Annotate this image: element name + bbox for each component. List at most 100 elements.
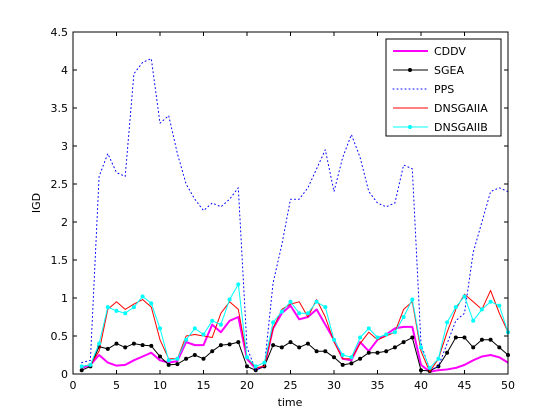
data-point-dnsgaiib: [245, 355, 249, 360]
data-point-dnsgaiib: [305, 311, 310, 316]
x-tick-label: 25: [284, 379, 298, 392]
y-tick-label: 2.5: [51, 178, 69, 191]
data-point-sgea: [105, 346, 110, 351]
data-point-sgea: [236, 340, 241, 345]
data-point-sgea: [445, 350, 450, 355]
data-point-sgea: [184, 356, 189, 361]
data-point-sgea: [305, 341, 310, 346]
data-point-sgea: [479, 337, 484, 342]
series-line-dnsgaiib: [81, 283, 509, 369]
data-point-dnsgaiib: [349, 355, 354, 360]
data-point-dnsgaiib: [401, 315, 406, 319]
x-tick-label: 45: [458, 379, 472, 392]
data-point-dnsgaiib: [323, 305, 328, 310]
x-tick-label: 50: [501, 379, 515, 392]
data-point-sgea: [453, 335, 458, 340]
data-point-sgea: [210, 349, 215, 354]
legend: CDDV SGEA PPS DNSGAIIA DNSGAIIB: [385, 38, 502, 137]
x-tick-label: 0: [70, 379, 77, 392]
y-axis-label: IGD: [30, 193, 43, 213]
data-point-dnsgaiib: [227, 297, 232, 302]
data-point-sgea: [227, 342, 232, 347]
data-point-dnsgaiib: [297, 311, 302, 316]
x-tick-label: 15: [197, 379, 211, 392]
data-point-sgea: [279, 345, 284, 350]
data-point-sgea: [488, 337, 493, 342]
legend-label-dnsgaiib: DNSGAIIB: [434, 121, 488, 134]
data-point-dnsgaiib: [471, 318, 476, 323]
data-point-dnsgaiib: [253, 364, 258, 369]
data-point-dnsgaiib: [375, 335, 380, 340]
y-tick-label: 1.5: [51, 254, 69, 267]
data-point-dnsgaiib: [288, 299, 293, 304]
data-point-sgea: [392, 345, 397, 350]
data-point-dnsgaiib: [392, 330, 397, 335]
data-point-dnsgaiib: [453, 305, 458, 310]
data-point-dnsgaiib: [314, 299, 319, 304]
legend-marker-sgea: [408, 68, 412, 72]
x-axis-label: time: [278, 396, 303, 409]
data-point-dnsgaiib: [410, 297, 415, 302]
data-point-dnsgaiib: [358, 335, 363, 340]
data-point-sgea: [271, 343, 276, 348]
data-point-dnsgaiib: [97, 341, 102, 346]
legend-box: [385, 38, 502, 137]
x-tick-label: 20: [240, 379, 254, 392]
y-tick-label: 1: [61, 292, 68, 305]
data-point-dnsgaiib: [210, 318, 215, 323]
data-point-dnsgaiib: [236, 282, 241, 287]
series-cddv: [81, 304, 509, 373]
y-tick-label: 4.5: [51, 26, 69, 39]
data-point-dnsgaiib: [201, 332, 206, 337]
data-point-dnsgaiib: [192, 326, 197, 331]
data-point-dnsgaiib: [427, 365, 432, 370]
data-point-sgea: [349, 361, 354, 366]
x-tick-label: 10: [153, 379, 167, 392]
data-point-dnsgaiib: [436, 356, 441, 361]
data-point-sgea: [323, 349, 328, 354]
data-point-sgea: [375, 350, 380, 355]
data-point-dnsgaiib: [79, 364, 84, 369]
data-point-dnsgaiib: [271, 320, 276, 325]
data-point-sgea: [410, 335, 415, 340]
legend-label-dnsgaiia: DNSGAIIA: [434, 102, 488, 115]
y-tick-label: 3.5: [51, 102, 69, 115]
legend-label-sgea: SGEA: [434, 64, 464, 77]
data-point-dnsgaiib: [479, 307, 484, 312]
data-point-dnsgaiib: [419, 345, 423, 350]
data-point-sgea: [175, 362, 180, 367]
data-point-dnsgaiib: [184, 337, 189, 342]
data-point-sgea: [166, 362, 171, 367]
data-point-sgea: [462, 335, 467, 340]
data-point-dnsgaiib: [218, 322, 223, 327]
data-point-sgea: [297, 345, 302, 350]
data-point-sgea: [201, 356, 206, 361]
data-point-sgea: [288, 340, 293, 345]
data-point-dnsgaiib: [332, 337, 336, 342]
data-point-sgea: [192, 353, 197, 357]
data-point-dnsgaiib: [384, 332, 389, 337]
data-point-sgea: [149, 343, 154, 348]
data-point-dnsgaiib: [462, 294, 467, 299]
data-point-dnsgaiib: [340, 353, 345, 357]
data-point-sgea: [401, 340, 406, 345]
legend-label-pps: PPS: [434, 83, 454, 96]
data-point-dnsgaiib: [445, 320, 450, 325]
data-point-sgea: [245, 364, 249, 369]
data-point-dnsgaiib: [175, 356, 180, 361]
data-point-dnsgaiib: [88, 362, 93, 367]
data-point-sgea: [332, 355, 336, 360]
series-pps: [81, 58, 509, 371]
data-point-dnsgaiib: [488, 299, 493, 304]
y-tick-label: 2: [61, 216, 68, 229]
data-point-dnsgaiib: [140, 294, 145, 299]
data-point-sgea: [114, 341, 119, 346]
series-layer: [79, 58, 510, 373]
legend-marker-dnsgaiib: [408, 125, 412, 129]
x-tick-label: 30: [327, 379, 341, 392]
series-line-pps: [81, 58, 509, 371]
y-tick-label: 0: [61, 368, 68, 381]
data-point-dnsgaiib: [262, 360, 267, 365]
data-point-sgea: [158, 354, 162, 359]
